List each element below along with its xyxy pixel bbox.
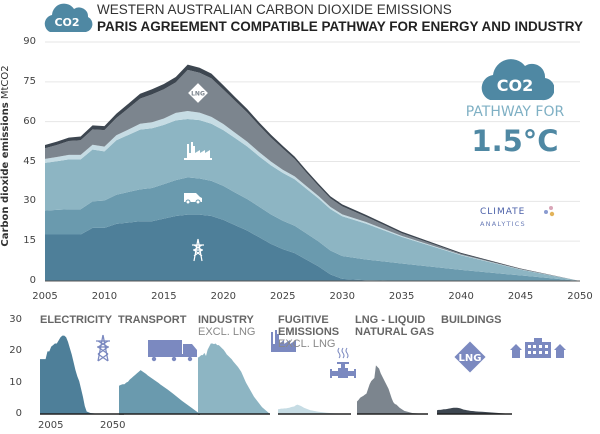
- svg-text:LNG: LNG: [191, 91, 205, 98]
- small-x-tick-label: 2050: [100, 420, 126, 431]
- small-multiple-label: TRANSPORT: [118, 314, 186, 326]
- co2-large-text: CO2: [497, 76, 533, 95]
- series-name: ELECTRICITY: [40, 314, 113, 326]
- y-tick-label: 90: [23, 36, 36, 47]
- series-name: LNG - LIQUID NATURAL GAS: [355, 314, 435, 338]
- series-name: INDUSTRY: [198, 314, 254, 326]
- pathway-label: PATHWAY FOR: [465, 104, 565, 120]
- main-stacked-area-chart: LNG: [45, 41, 580, 282]
- small-y-tick-label: 0: [15, 408, 22, 419]
- series-subtitle: EXCL. LNG: [278, 338, 336, 350]
- x-tick-label: 2030: [329, 291, 355, 302]
- small-area-transport: [119, 370, 200, 414]
- x-tick-label: 2005: [32, 291, 58, 302]
- small-multiple-label: FUGITIVE EMISSIONS EXCL. LNG: [278, 314, 358, 350]
- x-tick-label: 2015: [151, 291, 177, 302]
- y-tick-label: 15: [23, 235, 36, 247]
- y-tick-label: 45: [23, 155, 36, 167]
- lng-diamond-icon: LNG: [454, 341, 486, 373]
- area-transport: [45, 177, 580, 281]
- x-tick-label: 2045: [507, 291, 534, 302]
- buildings-icon: [510, 338, 566, 358]
- y-tick-label: 60: [23, 115, 36, 127]
- series-subtitle: EXCL. LNG: [198, 326, 256, 338]
- small-x-tick-label: 2005: [38, 420, 64, 431]
- small-multiple-label: LNG - LIQUID NATURAL GAS: [355, 314, 439, 338]
- factory-icon: [184, 142, 212, 160]
- x-tick-label: 2010: [91, 291, 118, 302]
- small-multiple-label: ELECTRICITY: [40, 314, 112, 326]
- climate-analytics-logo-sub: ANALYTICS: [480, 220, 526, 228]
- series-name: TRANSPORT: [118, 314, 187, 326]
- valve-icon: [330, 347, 356, 378]
- x-tick-label: 2040: [448, 291, 474, 302]
- series-name: BUILDINGS: [441, 314, 502, 326]
- co2-cloud-large-icon: CO2: [481, 59, 554, 101]
- small-y-tick-label: 10: [9, 376, 22, 388]
- climate-analytics-logo: CLIMATE: [480, 207, 526, 217]
- co2-badge-text: CO2: [54, 16, 79, 29]
- svg-text:LNG: LNG: [459, 353, 482, 364]
- small-multiple-label: INDUSTRY EXCL. LNG: [198, 314, 255, 338]
- x-tick-label: 2050: [567, 291, 593, 302]
- series-name: FUGITIVE EMISSIONS: [278, 314, 340, 338]
- area-industry: [45, 119, 580, 281]
- factory-icon: [268, 330, 296, 352]
- truck-icon: [148, 340, 197, 362]
- small-area-lng: [357, 365, 428, 414]
- x-tick-label: 2035: [388, 291, 415, 302]
- co2-cloud-icon: CO2: [44, 3, 93, 32]
- x-tick-label: 2025: [270, 291, 296, 302]
- chart-subtitle: PARIS AGREEMENT COMPATIBLE PATHWAY FOR E…: [97, 19, 584, 34]
- climate-analytics-dots-icon: [544, 206, 555, 217]
- pylon-icon: [192, 238, 204, 262]
- y-tick-label: 30: [23, 195, 36, 207]
- small-multiple-label: BUILDINGS: [441, 314, 502, 326]
- pylon-icon: [96, 334, 110, 362]
- small-area-fugitive: [278, 404, 351, 414]
- y-tick-label: 75: [23, 75, 36, 87]
- small-area-electricity: [40, 335, 124, 414]
- chart-title: WESTERN AUSTRALIAN CARBON DIOXIDE EMISSI…: [97, 2, 452, 17]
- area-electricity: [45, 214, 580, 281]
- small-y-tick-label: 30: [9, 314, 22, 325]
- small-y-tick-label: 20: [9, 345, 22, 357]
- small-area-industry: [198, 343, 270, 414]
- y-tick-label: 0: [29, 275, 36, 286]
- small-area-buildings: [437, 407, 512, 414]
- x-tick-label: 2020: [210, 291, 237, 302]
- temperature-target: 1.5°C: [471, 124, 559, 158]
- van-icon: [184, 193, 202, 205]
